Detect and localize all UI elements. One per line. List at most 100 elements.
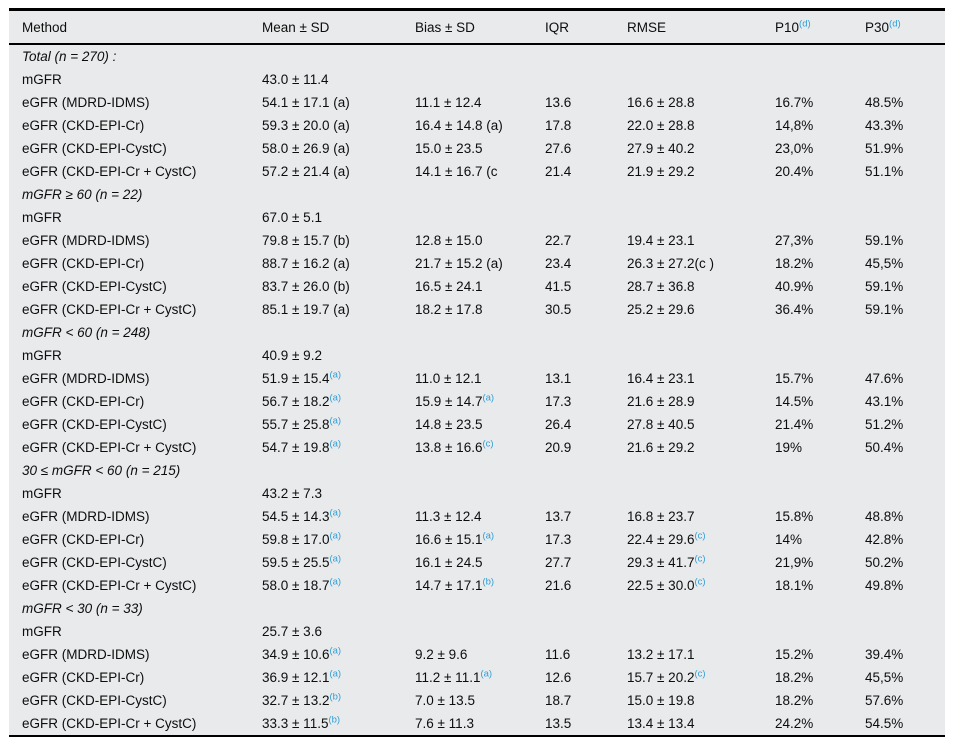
section-header-row: 30 ≤ mGFR < 60 (n = 215) — [9, 459, 945, 482]
cell-p10: 24.2% — [775, 715, 814, 731]
cell-p10: 21.4% — [775, 416, 814, 432]
cell-iqr: 11.6 — [545, 646, 571, 662]
cell-rmse — [627, 344, 775, 367]
cell-bias-sd: 11.0 ± 12.1 — [415, 370, 482, 386]
cell-iqr: 17.3 — [545, 531, 572, 547]
cell-bias-sd — [415, 68, 545, 91]
cell-iqr: 13.1 — [545, 370, 572, 386]
cell-method: eGFR (CKD-EPI-Cr + CystC) — [22, 439, 197, 455]
cell-bias-sd: 9.2 ± 9.6 — [415, 646, 468, 662]
cell-bias-sd: 16.1 ± 24.5 — [415, 554, 483, 570]
cell-p10: 27,3% — [775, 232, 814, 248]
cell-bias-sd: 7.0 ± 13.5 — [415, 692, 475, 708]
cell-rmse: 21.6 ± 28.9 — [627, 393, 695, 409]
cell-bias-sd: 21.7 ± 15.2 (a) — [415, 255, 503, 271]
table-row: eGFR (CKD-EPI-Cr) 56.7 ± 18.2(a) 15.9 ± 14… — [9, 390, 945, 413]
table-row: eGFR (MDRD-IDMS) 54.5 ± 14.3(a) 11.3 ± 12.… — [9, 505, 945, 528]
table-row: eGFR (CKD-EPI-Cr + CystC) 58.0 ± 18.7(a) 1… — [9, 574, 945, 597]
cell-p10: 40.9% — [775, 278, 814, 294]
cell-mean-sd: 79.8 ± 15.7 (b) — [262, 232, 350, 248]
cell-rmse: 16.6 ± 28.8 — [627, 94, 695, 110]
cell-mean-sd: 67.0 ± 5.1 — [262, 209, 322, 225]
cell-p30: 43.3% — [865, 117, 904, 133]
cell-iqr: 12.6 — [545, 669, 572, 685]
cell-mean-sd: 32.7 ± 13.2(b) — [262, 691, 342, 708]
section-header-row: mGFR < 60 (n = 248) — [9, 321, 945, 344]
cell-iqr — [545, 620, 627, 643]
cell-rmse — [627, 68, 775, 91]
section-header-row: mGFR < 30 (n = 33) — [9, 597, 945, 620]
significance-superscript: (c) — [694, 553, 706, 564]
cell-mean-sd: 33.3 ± 11.5(b) — [262, 714, 341, 731]
cell-method: eGFR (CKD-EPI-Cr + CystC) — [22, 301, 197, 317]
significance-superscript: (a) — [329, 553, 342, 564]
table-row: eGFR (CKD-EPI-Cr + CystC) 85.1 ± 19.7 (a)… — [9, 298, 945, 321]
cell-method: mGFR — [22, 485, 62, 501]
cell-bias-sd: 14.8 ± 23.5 — [415, 416, 483, 432]
cell-p30 — [865, 344, 945, 367]
cell-p30: 51.1% — [865, 163, 904, 179]
significance-superscript: (a) — [329, 392, 342, 403]
cell-bias-sd — [415, 620, 545, 643]
cell-iqr — [545, 206, 627, 229]
cell-iqr: 22.7 — [545, 232, 572, 248]
significance-superscript: (a) — [329, 576, 342, 587]
cell-method: eGFR (CKD-EPI-CystC) — [22, 692, 167, 708]
gfr-results-table: Method Mean ± SD Bias ± SD IQR RMSE P10(… — [9, 8, 945, 737]
table-row: mGFR 25.7 ± 3.6 — [9, 620, 945, 643]
cell-rmse — [627, 482, 775, 505]
cell-method: eGFR (CKD-EPI-CystC) — [22, 140, 167, 156]
cell-mean-sd: 57.2 ± 21.4 (a) — [262, 163, 350, 179]
cell-p10: 15.8% — [775, 508, 814, 524]
cell-mean-sd: 85.1 ± 19.7 (a) — [262, 301, 350, 317]
significance-superscript: (c) — [694, 668, 706, 679]
cell-rmse — [627, 620, 775, 643]
significance-superscript: (b) — [482, 576, 495, 587]
significance-superscript: (a) — [480, 668, 493, 679]
cell-p30: 48.5% — [865, 94, 904, 110]
cell-bias-sd: 15.0 ± 23.5 — [415, 140, 483, 156]
table-row: eGFR (MDRD-IDMS) 34.9 ± 10.6(a) 9.2 ± 9.6 1… — [9, 643, 945, 666]
table-row: eGFR (CKD-EPI-Cr + CystC) 33.3 ± 11.5(b) 7… — [9, 712, 945, 736]
cell-rmse: 16.4 ± 23.1 — [627, 370, 695, 386]
cell-rmse: 13.4 ± 13.4 — [627, 715, 695, 731]
cell-mean-sd: 40.9 ± 9.2 — [262, 347, 322, 363]
cell-rmse: 22.4 ± 29.6(c) — [627, 530, 706, 547]
significance-superscript: (a) — [482, 530, 495, 541]
col-header-p30-label: P30 — [865, 20, 890, 35]
table-row: eGFR (CKD-EPI-Cr + CystC) 57.2 ± 21.4 (a)… — [9, 160, 945, 183]
cell-p10 — [775, 620, 865, 643]
section-label: mGFR < 60 (n = 248) — [22, 324, 151, 340]
cell-p10: 14,8% — [775, 117, 814, 133]
cell-p30: 48.8% — [865, 508, 904, 524]
cell-rmse — [627, 206, 775, 229]
cell-bias-sd: 16.4 ± 14.8 (a) — [415, 117, 503, 133]
table-row: eGFR (CKD-EPI-CystC) 32.7 ± 13.2(b) 7.0 ± … — [9, 689, 945, 712]
cell-bias-sd: 13.8 ± 16.6(c) — [415, 438, 494, 455]
cell-p30: 51.2% — [865, 416, 904, 432]
cell-mean-sd: 88.7 ± 16.2 (a) — [262, 255, 350, 271]
significance-superscript: (a) — [329, 415, 342, 426]
table-row: eGFR (CKD-EPI-CystC) 55.7 ± 25.8(a) 14.8 ±… — [9, 413, 945, 436]
significance-superscript: (a) — [329, 645, 342, 656]
cell-mean-sd: 56.7 ± 18.2(a) — [262, 392, 342, 409]
cell-mean-sd: 59.3 ± 20.0 (a) — [262, 117, 350, 133]
cell-method: eGFR (MDRD-IDMS) — [22, 508, 150, 524]
table-row: mGFR 43.0 ± 11.4 — [9, 68, 945, 91]
cell-bias-sd: 11.2 ± 11.1(a) — [415, 668, 493, 685]
cell-p10: 15.2% — [775, 646, 814, 662]
section-label: 30 ≤ mGFR < 60 (n = 215) — [22, 462, 181, 478]
significance-superscript: (a) — [329, 438, 342, 449]
cell-iqr — [545, 344, 627, 367]
cell-rmse: 28.7 ± 36.8 — [627, 278, 695, 294]
table-row: mGFR 43.2 ± 7.3 — [9, 482, 945, 505]
cell-p30: 59.1% — [865, 301, 904, 317]
cell-p10 — [775, 206, 865, 229]
significance-superscript: (a) — [482, 392, 495, 403]
significance-superscript: (b) — [328, 714, 341, 725]
significance-superscript: (c) — [694, 530, 706, 541]
cell-method: eGFR (MDRD-IDMS) — [22, 94, 150, 110]
col-header-bias-sd: Bias ± SD — [415, 9, 545, 45]
cell-p10: 36.4% — [775, 301, 814, 317]
cell-method: eGFR (CKD-EPI-Cr + CystC) — [22, 577, 197, 593]
